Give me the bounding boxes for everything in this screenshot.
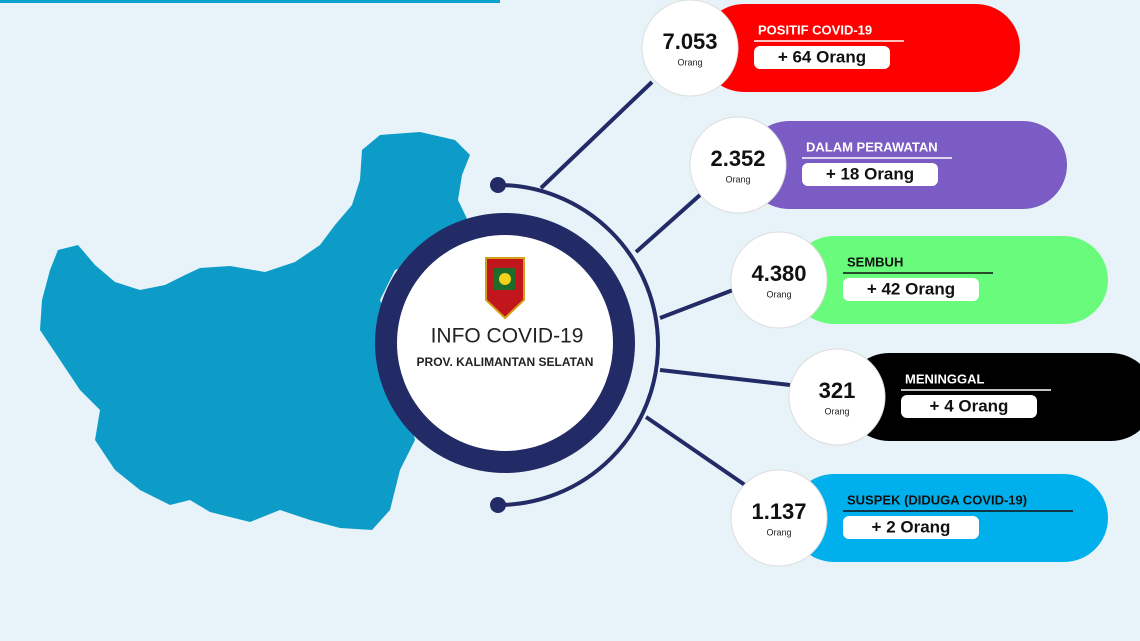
value-circle	[788, 348, 886, 446]
label: SEMBUH	[847, 254, 903, 269]
delta-box	[754, 46, 890, 69]
value-circle	[689, 116, 787, 214]
delta: + 2 Orang	[872, 517, 951, 536]
value-circle	[730, 469, 828, 567]
value: 321	[819, 378, 856, 403]
delta: + 42 Orang	[867, 279, 955, 298]
connector	[634, 193, 702, 254]
value-circle	[641, 0, 739, 97]
connector	[539, 80, 654, 190]
unit: Orang	[677, 57, 702, 67]
connectors	[539, 80, 791, 487]
label: POSITIF COVID-19	[758, 22, 872, 37]
connector	[644, 415, 747, 487]
top-bar	[0, 0, 500, 3]
unit: Orang	[824, 406, 849, 416]
delta: + 4 Orang	[930, 396, 1009, 415]
center-title: INFO COVID-19	[431, 325, 584, 348]
connector	[659, 288, 734, 320]
delta-box	[843, 516, 979, 539]
value: 1.137	[751, 499, 806, 524]
value: 7.053	[662, 29, 717, 54]
dot	[490, 497, 506, 513]
unit: Orang	[725, 174, 750, 184]
delta: + 18 Orang	[826, 164, 914, 183]
unit: Orang	[766, 527, 791, 537]
connector	[659, 368, 791, 387]
center-subtitle: PROV. KALIMANTAN SELATAN	[417, 355, 594, 369]
arc	[497, 183, 660, 507]
center-disc	[397, 235, 613, 451]
delta-box	[901, 395, 1037, 418]
cards: 7.053 Orang POSITIF COVID-19 + 64 Orang 2.35…	[641, 0, 1140, 567]
label: MENINGGAL	[905, 371, 985, 386]
dot	[490, 177, 506, 193]
value: 2.352	[710, 146, 765, 171]
map	[40, 132, 470, 530]
label: SUSPEK (DIDUGA COVID-19)	[847, 492, 1027, 507]
delta-box	[843, 278, 979, 301]
delta-box	[802, 163, 938, 186]
value-circle	[730, 231, 828, 329]
label: DALAM PERAWATAN	[806, 139, 938, 154]
value: 4.380	[751, 261, 806, 286]
unit: Orang	[766, 289, 791, 299]
logo	[485, 257, 525, 320]
delta: + 64 Orang	[778, 47, 866, 66]
